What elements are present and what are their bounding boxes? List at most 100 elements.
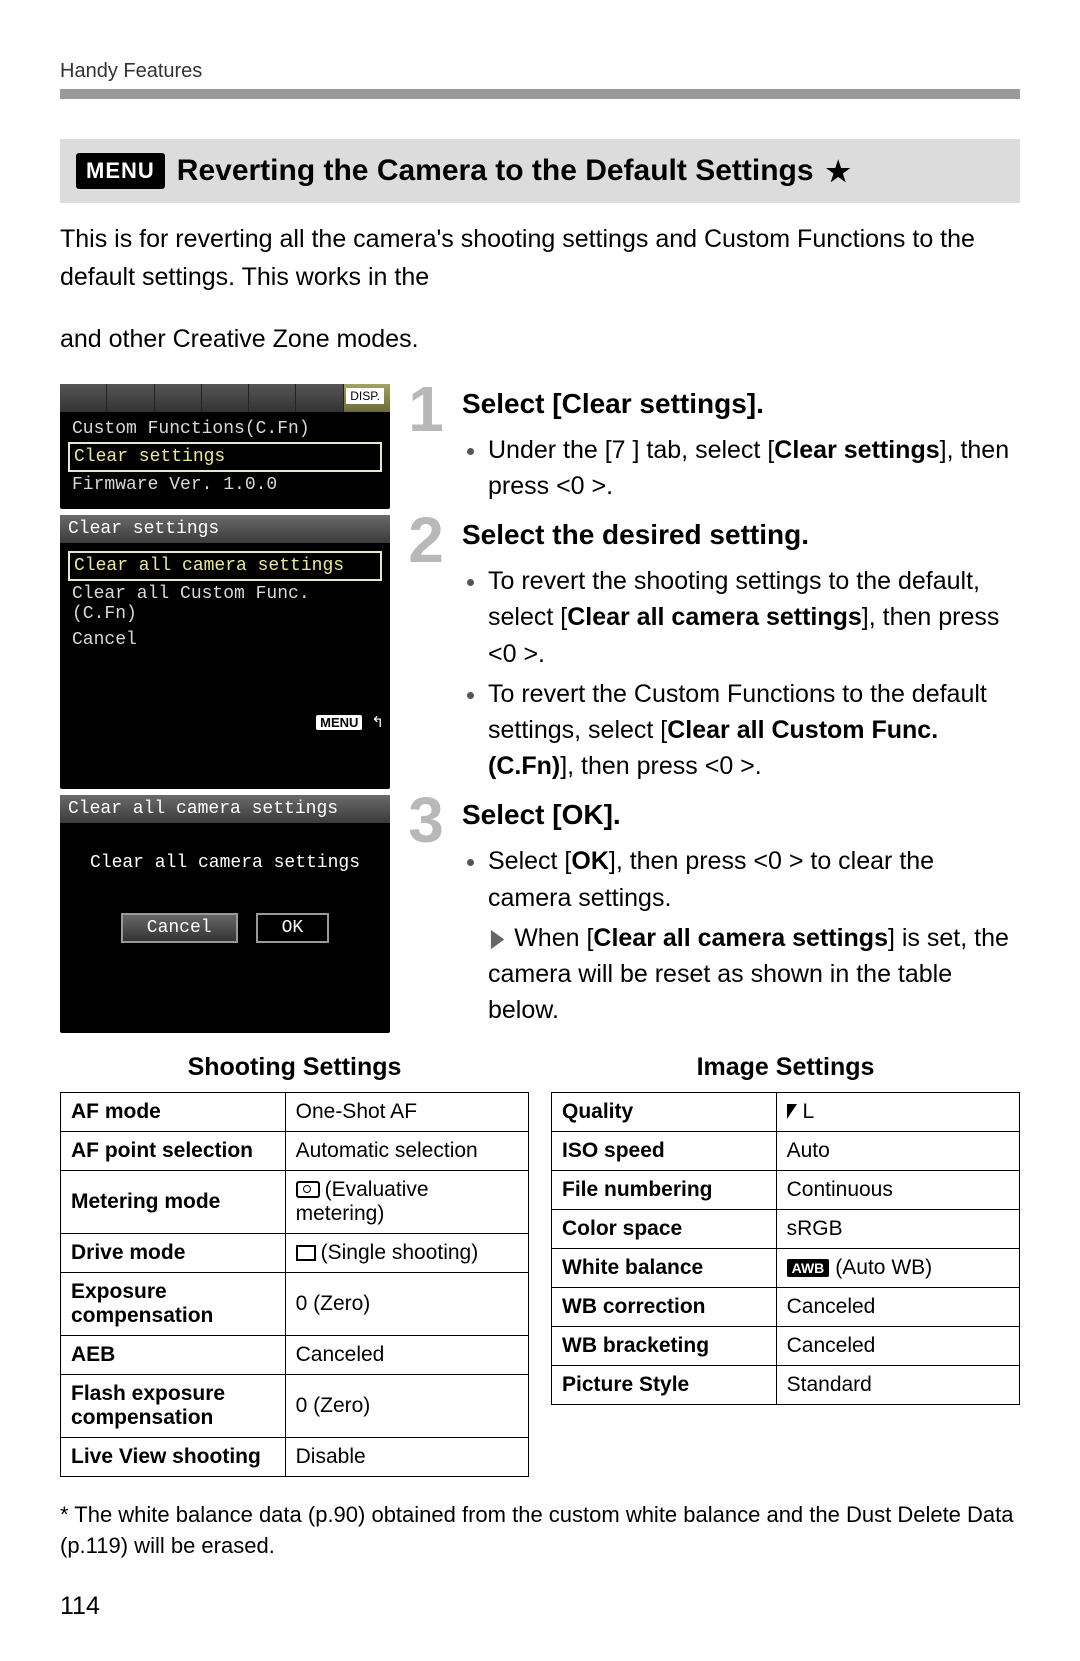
ok-button[interactable]: OK	[256, 913, 330, 943]
setting-value: 0 (Zero)	[285, 1374, 528, 1437]
setting-value: Canceled	[776, 1287, 1019, 1326]
awb-icon: AWB	[787, 1259, 830, 1277]
lcd1-tabbar	[60, 384, 390, 412]
quality-icon	[787, 1104, 797, 1119]
lcd3-title: Clear all camera settings	[60, 795, 390, 823]
header-rule	[60, 89, 1020, 99]
menu-badge: MENU	[76, 153, 165, 189]
cancel-button[interactable]: Cancel	[121, 913, 238, 943]
setting-name: Exposure compensation	[61, 1272, 286, 1335]
setting-name: WB correction	[552, 1287, 777, 1326]
setting-value: Canceled	[285, 1335, 528, 1374]
setting-name: AF mode	[61, 1092, 286, 1131]
setting-value: One-Shot AF	[285, 1092, 528, 1131]
step-1-heading: Select [Clear settings].	[462, 384, 1020, 425]
table-row: AF modeOne-Shot AF	[61, 1092, 529, 1131]
shooting-settings-column: Shooting Settings AF modeOne-Shot AFAF p…	[60, 1053, 529, 1477]
footnote: * The white balance data (p.90) obtained…	[60, 1499, 1020, 1563]
lcd2-item[interactable]: Clear all Custom Func. (C.Fn)	[68, 581, 382, 627]
setting-name: Picture Style	[552, 1365, 777, 1404]
step-bullet: To revert the Custom Functions to the de…	[488, 676, 1020, 785]
table-row: AF point selectionAutomatic selection	[61, 1131, 529, 1170]
shooting-settings-title: Shooting Settings	[60, 1053, 529, 1082]
step-2-text: Select the desired setting. To revert th…	[462, 515, 1020, 789]
image-settings-table: Quality LISO speedAutoFile numberingCont…	[551, 1092, 1020, 1405]
setting-value: 0 (Zero)	[285, 1272, 528, 1335]
section-title-text: Reverting the Camera to the Default Sett…	[177, 154, 814, 188]
setting-name: AF point selection	[61, 1131, 286, 1170]
setting-value: Disable	[285, 1437, 528, 1476]
lcd2-footer: MENU ↰	[60, 709, 390, 736]
step-bullet: To revert the shooting settings to the d…	[488, 563, 1020, 672]
table-row: File numberingContinuous	[552, 1170, 1020, 1209]
step-3-text: Select [OK]. Select [OK], then press <0 …	[462, 795, 1020, 1033]
step-2-heading: Select the desired setting.	[462, 515, 1020, 556]
setting-name: Metering mode	[61, 1170, 286, 1233]
setting-name: AEB	[61, 1335, 286, 1374]
table-row: Flash exposure compensation0 (Zero)	[61, 1374, 529, 1437]
setting-value: Automatic selection	[285, 1131, 528, 1170]
step-bullet: Select [OK], then press <0 > to clear th…	[488, 843, 1020, 916]
setting-name: Drive mode	[61, 1233, 286, 1272]
single-shooting-icon	[296, 1245, 316, 1261]
page-number: 114	[60, 1592, 1020, 1621]
lcd1-item[interactable]: Firmware Ver. 1.0.0	[68, 472, 382, 498]
setting-name: WB bracketing	[552, 1326, 777, 1365]
step-number-1: 1	[404, 384, 448, 509]
setting-name: Quality	[552, 1092, 777, 1131]
lcd-screen-2: Clear settings Clear all camera settings…	[60, 515, 390, 789]
image-settings-column: Image Settings Quality LISO speedAutoFil…	[551, 1053, 1020, 1477]
step-3-heading: Select [OK].	[462, 795, 1020, 836]
lcd-screen-3: Clear all camera settings Clear all came…	[60, 795, 390, 1033]
lcd2-title: Clear settings	[60, 515, 390, 543]
image-settings-title: Image Settings	[551, 1053, 1020, 1082]
setting-value: Auto	[776, 1131, 1019, 1170]
setting-name: Color space	[552, 1209, 777, 1248]
setting-name: ISO speed	[552, 1131, 777, 1170]
table-row: AEBCanceled	[61, 1335, 529, 1374]
step-bullet: Under the [7 ] tab, select [Clear settin…	[488, 432, 1020, 505]
step-1-text: Select [Clear settings]. Under the [7 ] …	[462, 384, 1020, 509]
table-row: WB bracketingCanceled	[552, 1326, 1020, 1365]
setting-name: Flash exposure compensation	[61, 1374, 286, 1437]
table-row: Quality L	[552, 1092, 1020, 1131]
setting-value: (Single shooting)	[285, 1233, 528, 1272]
setting-value: Canceled	[776, 1326, 1019, 1365]
step-number-2: 2	[404, 515, 448, 789]
return-icon: ↰	[371, 715, 384, 732]
lcd2-item[interactable]: Cancel	[68, 627, 382, 653]
lcd-screen-1: DISP. Custom Functions(C.Fn)Clear settin…	[60, 384, 390, 509]
setting-name: Live View shooting	[61, 1437, 286, 1476]
table-row: White balanceAWB(Auto WB)	[552, 1248, 1020, 1287]
step-bullet: ▶ When [Clear all camera settings] is se…	[488, 920, 1020, 1029]
step-number-3: 3	[404, 795, 448, 1033]
setting-value: AWB(Auto WB)	[776, 1248, 1019, 1287]
breadcrumb: Handy Features	[60, 60, 1020, 83]
lcd3-message: Clear all camera settings	[60, 823, 390, 913]
setting-value: L	[776, 1092, 1019, 1131]
setting-value: (Evaluative metering)	[285, 1170, 528, 1233]
table-row: ISO speedAuto	[552, 1131, 1020, 1170]
table-row: Drive mode(Single shooting)	[61, 1233, 529, 1272]
table-row: Live View shootingDisable	[61, 1437, 529, 1476]
evaluative-metering-icon	[296, 1181, 320, 1198]
lcd1-item[interactable]: Custom Functions(C.Fn)	[68, 416, 382, 442]
disp-badge: DISP.	[346, 388, 384, 404]
table-row: Metering mode(Evaluative metering)	[61, 1170, 529, 1233]
setting-value: sRGB	[776, 1209, 1019, 1248]
setting-value: Standard	[776, 1365, 1019, 1404]
lcd2-item[interactable]: Clear all camera settings	[68, 551, 382, 581]
shooting-settings-table: AF modeOne-Shot AFAF point selectionAuto…	[60, 1092, 529, 1477]
table-row: WB correctionCanceled	[552, 1287, 1020, 1326]
table-row: Exposure compensation0 (Zero)	[61, 1272, 529, 1335]
setting-value: Continuous	[776, 1170, 1019, 1209]
setting-name: White balance	[552, 1248, 777, 1287]
section-title: MENU Reverting the Camera to the Default…	[60, 139, 1020, 203]
intro-text: This is for reverting all the camera's s…	[60, 221, 1020, 359]
menu-footer-badge: MENU	[316, 715, 362, 730]
lcd1-item[interactable]: Clear settings	[68, 442, 382, 472]
table-row: Color spacesRGB	[552, 1209, 1020, 1248]
table-row: Picture StyleStandard	[552, 1365, 1020, 1404]
star-icon: ★	[826, 155, 851, 188]
setting-name: File numbering	[552, 1170, 777, 1209]
